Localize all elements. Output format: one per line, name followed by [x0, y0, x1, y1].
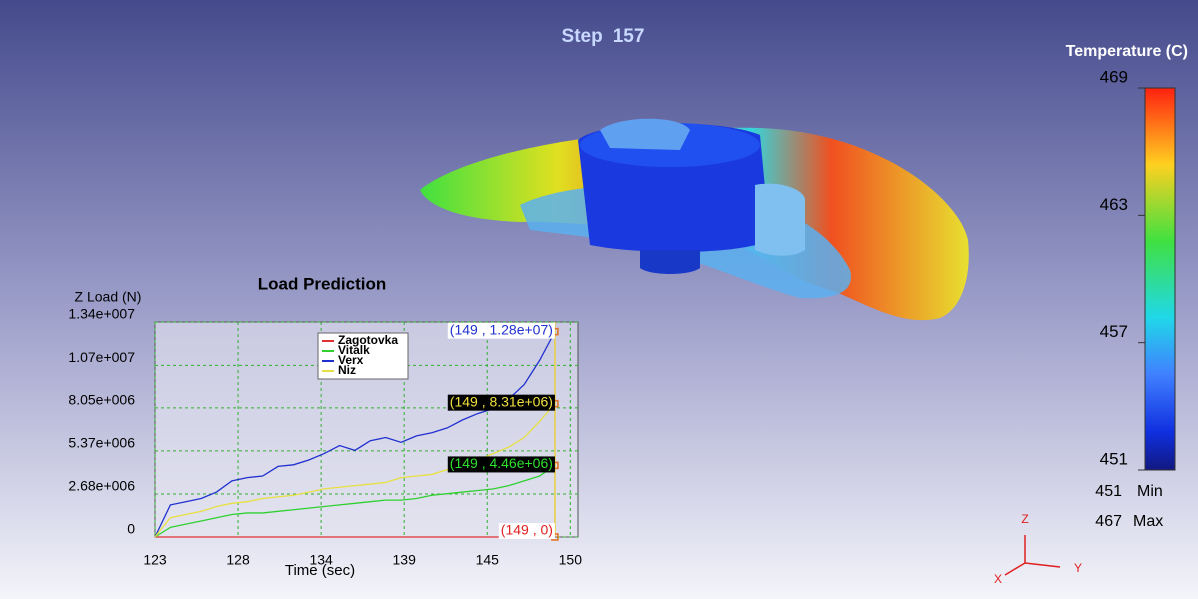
annotation-label: (149 , 8.31e+06) [450, 393, 553, 409]
y-tick-label: 1.07e+007 [68, 349, 135, 365]
y-tick-label: 0 [127, 521, 135, 537]
triad-y: Y [1074, 561, 1082, 575]
x-tick-label: 139 [393, 552, 417, 568]
y-tick-label: 5.37e+006 [68, 435, 135, 451]
color-bar [1145, 88, 1175, 470]
min-label: Min [1137, 483, 1163, 500]
x-tick-label: 134 [309, 552, 333, 568]
legend-label: Niz [338, 363, 356, 377]
color-bar-tick-label: 463 [1100, 195, 1128, 214]
legend-title: Temperature (C) [1066, 43, 1188, 60]
max-value: 467 [1095, 513, 1122, 530]
step-number: 157 [613, 26, 645, 47]
y-tick-label: 2.68e+006 [68, 478, 135, 494]
x-tick-label: 128 [226, 552, 250, 568]
x-tick-label: 145 [476, 552, 500, 568]
x-tick-label: 150 [559, 552, 583, 568]
y-tick-label: 1.34e+007 [68, 306, 135, 322]
min-value: 451 [1095, 483, 1122, 500]
triad-x: X [994, 572, 1002, 586]
triad-z: Z [1021, 512, 1028, 526]
y-axis-label: Z Load (N) [75, 289, 142, 305]
viewer: Step 157 Temperature (C) 451 457 463 469 451… [0, 0, 1198, 599]
max-label: Max [1133, 513, 1163, 530]
annotation-label: (149 , 4.46e+06) [450, 455, 553, 471]
color-bar-tick-label: 457 [1100, 322, 1128, 341]
annotation-label: (149 , 1.28e+07) [450, 321, 553, 337]
annotation-label: (149 , 0) [501, 522, 553, 538]
x-tick-label: 123 [143, 552, 167, 568]
step-word: Step [562, 26, 603, 47]
color-bar-tick-label: 451 [1100, 449, 1128, 468]
y-tick-label: 8.05e+006 [68, 392, 135, 408]
color-bar-tick-label: 469 [1100, 67, 1128, 86]
chart-title: Load Prediction [258, 274, 386, 293]
